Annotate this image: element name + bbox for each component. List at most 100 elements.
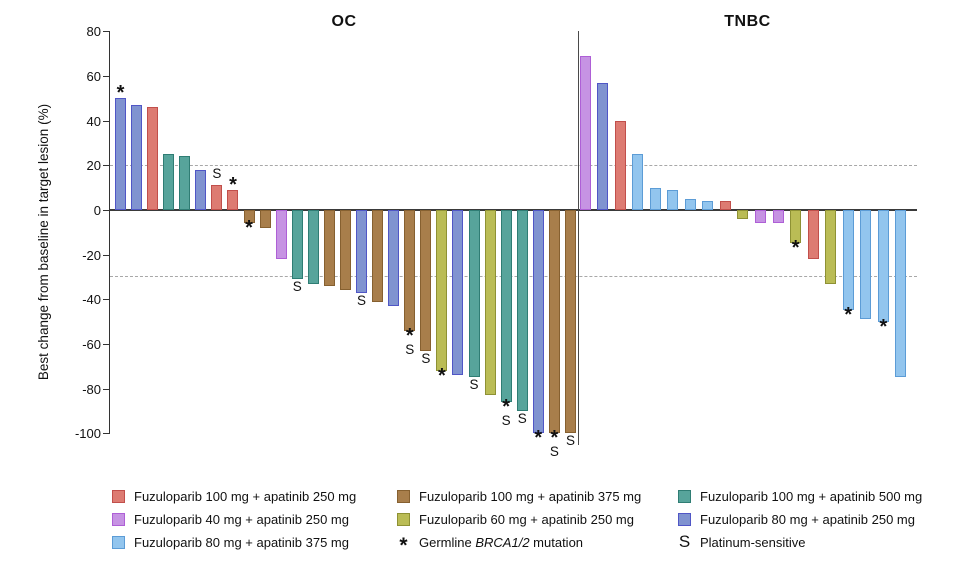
legend-swatch-brown [397, 489, 410, 503]
bar-tnbc-6 [667, 190, 679, 210]
y-tick-label: -20 [82, 247, 101, 263]
legend-item: Fuzuloparib 40 mg + apatinib 250 mg [112, 511, 356, 527]
bar-tnbc-5 [649, 188, 661, 210]
reference-line-20 [110, 164, 917, 166]
legend-column-2: Fuzuloparib 100 mg + apatinib 375 mg Fuzu… [397, 488, 641, 557]
bar-oc-8 [227, 190, 239, 210]
legend-column-1: Fuzuloparib 100 mg + apatinib 250 mg Fuzu… [112, 488, 356, 557]
bar-tnbc-3 [614, 121, 626, 210]
platinum-sensitive-marker: S [469, 377, 479, 392]
y-tick [103, 254, 109, 256]
y-tick-label: 0 [93, 203, 101, 218]
bar-oc-3 [147, 107, 159, 210]
bar-oc-13 [307, 209, 319, 284]
y-tick-label: -80 [82, 381, 101, 397]
bar-oc-6 [195, 170, 207, 210]
legend-label: Fuzuloparib 60 mg + apatinib 250 mg [419, 511, 634, 527]
legend-swatch-lightblue [112, 535, 125, 549]
bar-oc-26 [516, 209, 528, 411]
bar-tnbc-12 [772, 209, 784, 223]
bar-tnbc-14 [807, 209, 819, 259]
y-tick [103, 388, 109, 390]
y-tick-label: -60 [82, 336, 101, 352]
legend-item: * Germline BRCA1/2 mutation [397, 534, 641, 557]
y-tick [103, 433, 109, 435]
platinum-sensitive-marker: S [421, 351, 431, 366]
y-tick-label: 80 [86, 24, 101, 40]
bar-tnbc-19 [895, 209, 907, 377]
platinum-sensitive-marker: S [357, 293, 367, 308]
y-tick [103, 210, 109, 211]
y-tick-label: 20 [86, 158, 101, 174]
s-symbol: S [678, 532, 691, 551]
bar-tnbc-7 [684, 199, 696, 210]
bar-oc-17 [372, 209, 384, 302]
bar-oc-22 [452, 209, 464, 375]
platinum-sensitive-marker: S [212, 166, 222, 181]
y-tick-label: 60 [86, 69, 101, 84]
bar-oc-27 [532, 209, 544, 433]
y-tick [103, 31, 109, 33]
bar-oc-20 [420, 209, 432, 351]
legend-swatch-teal [678, 489, 691, 503]
bar-oc-29 [564, 209, 576, 433]
brca-mutation-marker: * [437, 365, 446, 387]
legend-item: Fuzuloparib 60 mg + apatinib 250 mg [397, 511, 641, 527]
panel-title-tnbc: TNBC [724, 13, 771, 30]
legend-swatch-blueviolet [678, 512, 691, 526]
y-tick-label: -40 [82, 292, 101, 308]
legend-column-3: Fuzuloparib 100 mg + apatinib 500 mg Fuzu… [678, 488, 922, 557]
brca-mutation-marker: * [791, 237, 800, 259]
platinum-sensitive-marker: S [292, 279, 302, 294]
bar-oc-23 [468, 209, 480, 377]
bar-oc-25 [500, 209, 512, 402]
bar-oc-9 [243, 209, 255, 223]
bar-oc-19 [404, 209, 416, 331]
bar-tnbc-17 [860, 209, 872, 319]
bar-tnbc-8 [702, 201, 714, 210]
legend-swatch-purple [112, 512, 125, 526]
brca-mutation-marker: * [879, 316, 888, 338]
brca-mutation-marker: * [245, 217, 253, 239]
bar-oc-18 [388, 209, 400, 306]
brca-mutation-marker: * [550, 427, 559, 449]
legend-item: Fuzuloparib 100 mg + apatinib 500 mg [678, 488, 922, 504]
bar-oc-1 [115, 98, 126, 210]
bar-tnbc-15 [825, 209, 837, 284]
brca-mutation-marker: * [534, 427, 543, 449]
legend-swatch-red [112, 489, 125, 503]
bar-tnbc-4 [632, 154, 644, 210]
platinum-sensitive-marker: S [517, 411, 527, 426]
asterisk-symbol: * [399, 534, 408, 557]
y-tick [103, 76, 109, 77]
y-tick [103, 165, 109, 167]
legend-label: Fuzuloparib 100 mg + apatinib 375 mg [419, 488, 642, 504]
brca-mutation-marker: * [116, 82, 125, 104]
bar-tnbc-9 [719, 201, 731, 210]
legend-item: Fuzuloparib 100 mg + apatinib 375 mg [397, 488, 641, 504]
legend-label: Fuzuloparib 80 mg + apatinib 250 mg [700, 511, 915, 527]
legend-item: S Platinum-sensitive [678, 532, 922, 551]
y-tick [103, 299, 109, 301]
y-tick-label: 40 [86, 113, 101, 129]
bar-oc-10 [259, 209, 271, 228]
brca-mutation-marker: * [502, 396, 511, 418]
zero-baseline [110, 209, 917, 211]
brca-mutation-marker: * [844, 304, 853, 326]
bar-tnbc-18 [877, 209, 889, 322]
bar-oc-5 [179, 156, 191, 210]
bar-oc-15 [339, 209, 351, 290]
y-tick [103, 343, 109, 345]
bar-oc-12 [291, 209, 303, 279]
bar-tnbc-16 [842, 209, 854, 310]
legend-swatch-olive [397, 512, 410, 526]
legend-label: Fuzuloparib 40 mg + apatinib 250 mg [134, 511, 349, 527]
panel-title-oc: OC [331, 13, 357, 30]
bar-oc-28 [548, 209, 560, 433]
legend-label: Platinum-sensitive [700, 534, 806, 550]
y-axis [109, 31, 110, 435]
panel-divider [577, 31, 579, 445]
bar-tnbc-13 [790, 209, 802, 243]
legend-label: Germline BRCA1/2 mutation [419, 534, 584, 550]
